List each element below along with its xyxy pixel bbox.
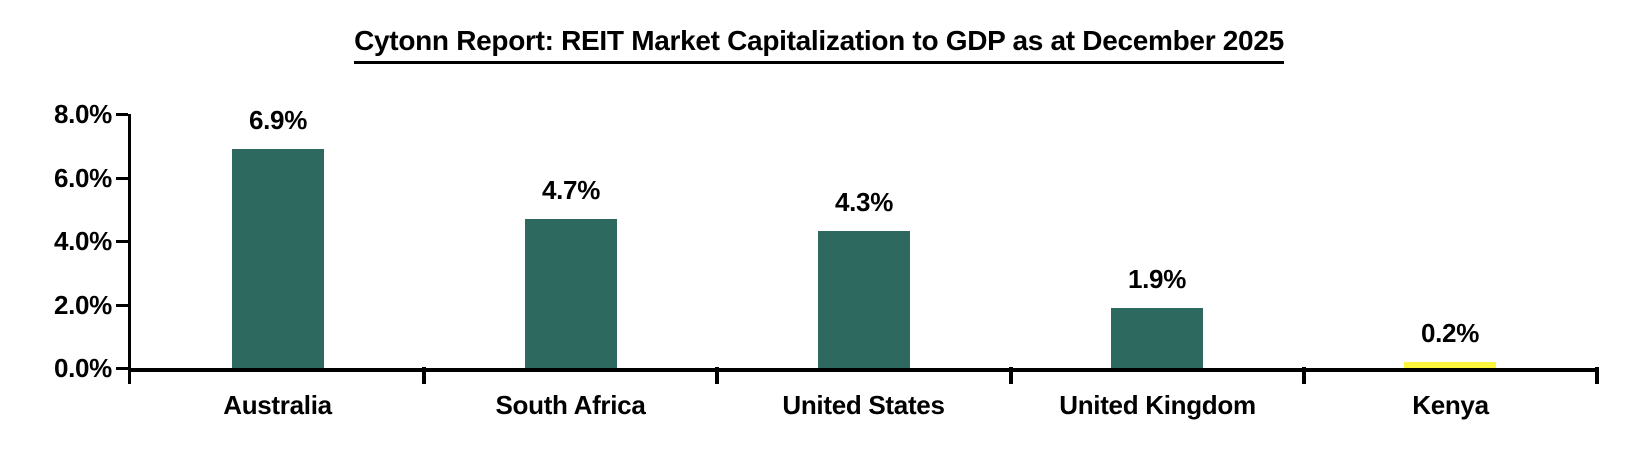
value-label-south-africa: 4.7% xyxy=(541,175,601,205)
y-axis-line xyxy=(128,114,131,384)
y-axis-tick-label: 6.0% xyxy=(53,163,112,193)
value-label-australia: 6.9% xyxy=(248,105,308,135)
value-label-united-states: 4.3% xyxy=(834,187,894,217)
bar-kenya xyxy=(1404,362,1496,368)
category-label-united-states: United States xyxy=(782,390,945,420)
y-axis-tick xyxy=(116,240,128,243)
y-axis-tick xyxy=(116,367,128,370)
x-axis-tick xyxy=(422,367,426,384)
x-axis-tick xyxy=(1009,367,1013,384)
bar-australia xyxy=(232,149,324,368)
category-label-kenya: Kenya xyxy=(1412,390,1489,420)
y-axis-tick-label: 2.0% xyxy=(53,290,112,320)
y-axis-tick-label: 4.0% xyxy=(53,226,112,256)
y-axis-tick-label: 8.0% xyxy=(53,99,112,129)
y-axis-tick xyxy=(116,304,128,307)
x-axis-tick xyxy=(715,367,719,384)
value-label-kenya: 0.2% xyxy=(1420,318,1480,348)
x-axis-tick xyxy=(1595,367,1599,384)
chart-title: Cytonn Report: REIT Market Capitalizatio… xyxy=(354,24,1284,64)
value-label-united-kingdom: 1.9% xyxy=(1127,264,1187,294)
x-axis-tick xyxy=(1302,367,1306,384)
bar-south-africa xyxy=(525,219,617,368)
category-label-australia: Australia xyxy=(223,390,332,420)
x-axis-line xyxy=(128,368,1599,372)
y-axis-tick xyxy=(116,113,128,116)
y-axis-tick xyxy=(116,177,128,180)
bar-united-states xyxy=(818,231,910,368)
bar-united-kingdom xyxy=(1111,308,1203,368)
chart-title-row: Cytonn Report: REIT Market Capitalizatio… xyxy=(0,24,1638,64)
category-label-south-africa: South Africa xyxy=(495,390,646,420)
y-axis-tick-label: 0.0% xyxy=(53,353,112,383)
category-label-united-kingdom: United Kingdom xyxy=(1059,390,1256,420)
